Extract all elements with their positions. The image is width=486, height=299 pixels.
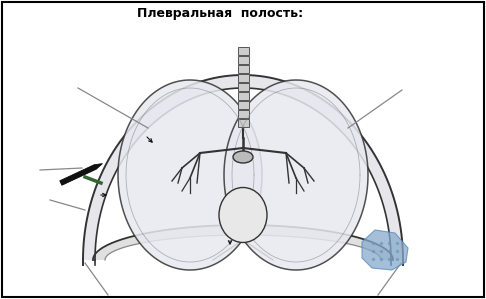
Polygon shape [118,80,262,270]
Polygon shape [83,75,403,260]
Ellipse shape [233,151,253,163]
Bar [238,83,249,91]
Polygon shape [224,80,368,270]
Text: Плевральная  полость:: Плевральная полость: [137,7,303,21]
Bar [238,74,249,82]
Ellipse shape [219,187,267,242]
Bar [238,119,249,127]
Bar [238,101,249,109]
Polygon shape [93,225,393,260]
Polygon shape [60,164,103,185]
Polygon shape [362,230,408,270]
Bar [238,92,249,100]
Bar [238,110,249,118]
Bar [238,47,249,55]
Bar [238,56,249,64]
Bar [238,65,249,73]
